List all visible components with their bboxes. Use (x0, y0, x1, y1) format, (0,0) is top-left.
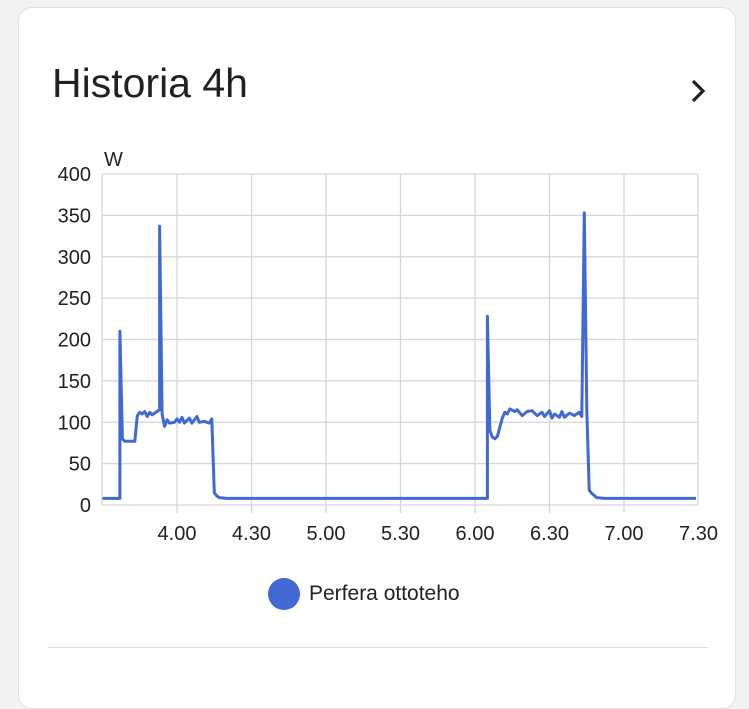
y-tick-label: 100 (58, 412, 91, 434)
y-tick-label: 200 (58, 330, 91, 352)
x-tick-label: 5.30 (381, 523, 420, 545)
y-tick-label: 0 (80, 495, 91, 517)
series-line (102, 211, 696, 500)
y-tick-label: 50 (69, 454, 91, 476)
chevron-right-icon[interactable] (683, 76, 713, 106)
x-tick-label: 4.30 (232, 523, 271, 545)
x-tick-label: 5.00 (307, 523, 346, 545)
x-tick-label: 7.30 (679, 523, 718, 545)
y-tick-label: 400 (58, 164, 91, 186)
x-tick-label: 4.00 (158, 523, 197, 545)
y-tick-label: 250 (58, 288, 91, 310)
y-tick-label: 300 (58, 247, 91, 269)
y-axis-unit: W (104, 149, 123, 171)
legend-color-dot (268, 578, 300, 610)
divider (48, 647, 708, 648)
card-title: Historia 4h (52, 60, 248, 106)
legend-item[interactable]: Perfera ottoteho (268, 578, 460, 610)
x-tick-label: 6.00 (456, 523, 495, 545)
x-tick-label: 6.30 (530, 523, 569, 545)
history-card: Historia 4h (18, 7, 736, 709)
y-tick-label: 150 (58, 371, 91, 393)
line-chart: 0 50 100 150 200 250 300 350 400 4.00 4.30 5.00 5.30… (58, 149, 718, 545)
x-tick-label: 7.00 (605, 523, 644, 545)
y-tick-label: 350 (58, 205, 91, 227)
legend-label: Perfera ottoteho (309, 582, 460, 605)
